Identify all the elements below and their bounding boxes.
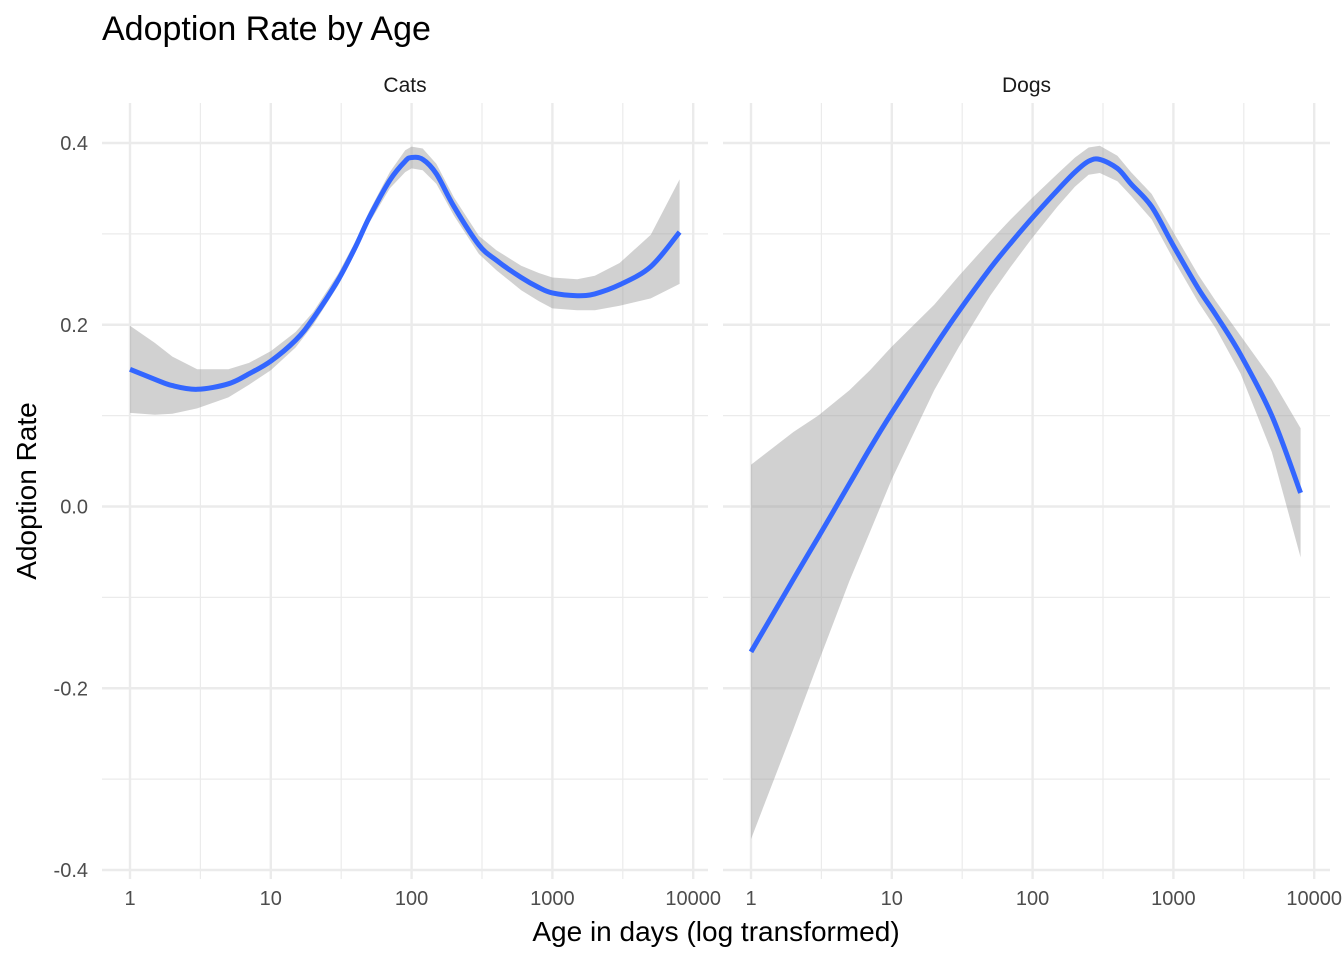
x-tick-label: 1000 — [530, 888, 575, 910]
x-tick-label: 10000 — [665, 888, 721, 910]
x-tick-label: 10 — [881, 888, 903, 910]
facet-label-dogs: Dogs — [1002, 74, 1051, 97]
facet-panel-cats: Cats 1 10 100 1000 10000 — [102, 74, 721, 910]
x-tick-label: 1 — [124, 888, 135, 910]
x-tick-label: 100 — [395, 888, 428, 910]
x-axis-title: Age in days (log transformed) — [532, 916, 899, 947]
confidence-band-dogs — [751, 145, 1301, 840]
smooth-line-cats — [129, 154, 682, 392]
y-tick-label: 0.0 — [60, 497, 88, 519]
x-tick-label: 10 — [260, 888, 282, 910]
x-tick-label: 1000 — [1151, 888, 1196, 910]
chart-title: Adoption Rate by Age — [102, 10, 431, 48]
y-axis-ticks: -0.4 -0.2 0.0 0.2 0.4 — [54, 133, 88, 882]
x-tick-label: 1 — [745, 888, 756, 910]
facet-label-cats: Cats — [383, 74, 426, 97]
smooth-line-dogs — [748, 156, 1303, 654]
y-tick-label: -0.4 — [54, 860, 88, 882]
y-tick-label: 0.4 — [60, 133, 88, 155]
facet-panel-dogs: Dogs 1 10 100 1000 10000 — [723, 74, 1342, 910]
y-tick-label: 0.2 — [60, 315, 88, 337]
y-tick-label: -0.2 — [54, 678, 88, 700]
x-tick-label: 10000 — [1286, 888, 1342, 910]
x-tick-label: 100 — [1016, 888, 1049, 910]
confidence-band-cats — [130, 146, 680, 415]
facet-panels: Cats 1 10 100 1000 10000 Dogs 1 10 100 1000 10000 -0… — [54, 74, 1342, 910]
y-axis-title: Adoption Rate — [11, 402, 42, 579]
